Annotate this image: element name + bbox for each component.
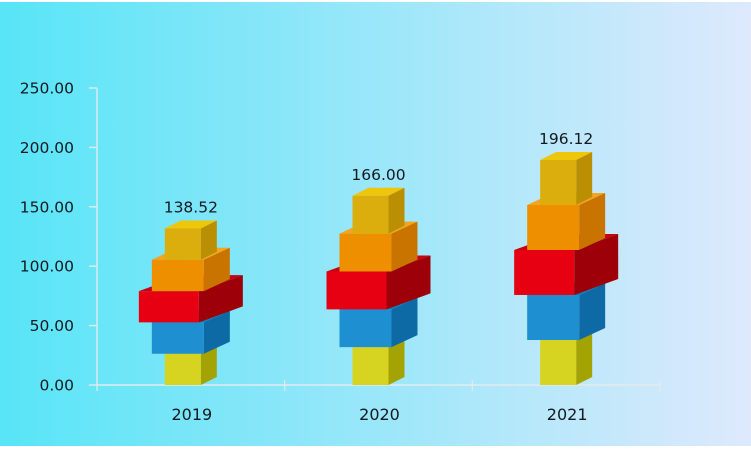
y-axis-tick-label: 250.00 [20, 80, 74, 98]
cube-front-face [164, 228, 201, 260]
y-axis-tick-label: 0.00 [39, 377, 74, 395]
cube-front-face [339, 309, 392, 348]
y-axis-tick-label: 100.00 [20, 258, 74, 276]
cube-side-face [574, 234, 619, 296]
cube-side-face [576, 332, 593, 385]
cube-side-face [198, 275, 243, 323]
cube-side-face [386, 255, 431, 310]
x-axis-category-label: 2020 [359, 405, 400, 424]
cube-front-face [527, 205, 580, 251]
cube-front-face [540, 340, 577, 385]
cube-front-face [339, 233, 392, 272]
cube-side-face [579, 283, 606, 341]
bar-value-label: 196.12 [539, 130, 593, 148]
bar-value-label: 138.52 [164, 198, 218, 216]
cube-front-face [514, 250, 575, 296]
cube-front-face [151, 322, 204, 354]
cube-side-face [200, 345, 217, 385]
bar-2020-segment-gold-cube [352, 187, 405, 234]
cube-side-face [576, 152, 593, 206]
cube-front-face [540, 160, 577, 206]
cube-front-face [527, 295, 580, 341]
cube-front-face [326, 271, 387, 310]
cube-side-face [388, 187, 405, 234]
cube-side-face [391, 297, 418, 348]
cube-front-face [151, 259, 204, 292]
x-axis-category-label: 2021 [547, 405, 588, 424]
y-axis-tick-label: 150.00 [20, 198, 74, 216]
cube-front-face [138, 291, 199, 323]
y-axis-tick-label: 200.00 [20, 139, 74, 157]
cube-top-face [164, 220, 217, 229]
cube-side-face [200, 220, 217, 260]
bar-2021-segment-gold-cube [540, 152, 593, 206]
cube-front-face [352, 195, 389, 234]
cube-side-face [203, 310, 230, 354]
bar-value-label: 166.00 [351, 166, 405, 184]
x-axis-category-label: 2019 [171, 405, 212, 424]
cube-front-face [352, 347, 389, 385]
cube-front-face [164, 353, 201, 385]
cube-side-face [388, 339, 405, 385]
cube-side-face [203, 247, 230, 292]
bar-2019-segment-gold-cube [164, 220, 217, 260]
y-axis-tick-label: 50.00 [30, 317, 74, 335]
cube-side-face [391, 221, 418, 272]
cube-top-face [352, 187, 405, 196]
cube-side-face [579, 193, 606, 251]
cube-top-face [540, 152, 593, 161]
